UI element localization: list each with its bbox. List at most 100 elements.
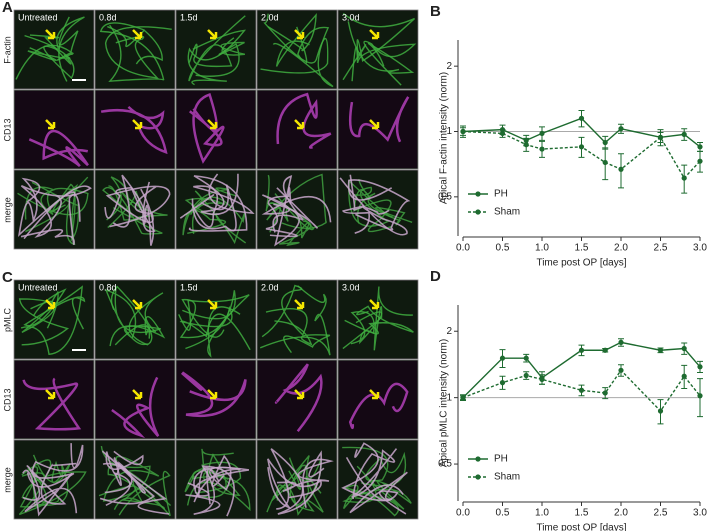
cell-outline — [184, 190, 246, 245]
cell-outline — [342, 465, 412, 510]
row-label: CD13 — [2, 388, 12, 411]
cell-outline — [22, 377, 82, 431]
cell-outline — [342, 12, 416, 81]
x-tick-label: 0.0 — [456, 508, 470, 519]
point — [602, 139, 608, 146]
cell-outline — [260, 13, 329, 74]
cell-outline — [111, 376, 160, 439]
legend-marker — [475, 456, 481, 462]
point — [681, 345, 687, 352]
image-bg — [15, 11, 93, 88]
cell-outline — [194, 448, 242, 494]
cell-outline — [26, 443, 84, 488]
point — [681, 175, 687, 181]
point — [602, 159, 608, 166]
cell-outline — [100, 446, 160, 502]
y-tick-label: 2 — [446, 326, 452, 337]
legend-label: Sham — [494, 207, 520, 218]
row-label: CD13 — [2, 118, 12, 141]
point — [460, 395, 466, 401]
cell-outline — [351, 448, 398, 500]
point — [578, 347, 585, 353]
point — [618, 339, 624, 345]
arrow — [294, 389, 305, 400]
x-axis-title: Time post OP [days] — [536, 258, 626, 269]
arrow — [369, 389, 380, 400]
point — [618, 126, 624, 132]
arrow — [369, 29, 380, 40]
image-bg — [339, 441, 417, 518]
cell-outline — [109, 315, 166, 347]
image-bg — [96, 361, 174, 438]
cell-outline — [261, 284, 308, 338]
cell-outline — [182, 187, 236, 236]
y-axis-title: Apical F-actin intensity (norm) — [439, 72, 450, 204]
point — [681, 131, 687, 137]
x-tick-label: 3.0 — [693, 243, 707, 254]
image-bg — [96, 171, 174, 248]
column-label: 2.0d — [261, 12, 279, 22]
image-bg — [258, 11, 336, 88]
point — [578, 115, 585, 121]
arrow — [45, 389, 56, 400]
cell-outline — [24, 16, 85, 82]
cell-outline — [345, 456, 408, 514]
cell-outline — [274, 320, 331, 354]
cell-outline — [99, 22, 165, 83]
cell-outline — [28, 129, 89, 168]
legend-marker — [475, 474, 481, 480]
x-tick-label: 3.0 — [693, 508, 707, 519]
panel-label: C — [2, 269, 13, 286]
point — [602, 347, 608, 353]
point — [460, 128, 466, 135]
x-tick-label: 0.5 — [496, 243, 510, 254]
x-tick-label: 1.5 — [575, 508, 589, 519]
cell-outline — [341, 442, 407, 515]
cell-outline — [270, 448, 325, 515]
point — [578, 387, 585, 393]
image-bg — [258, 361, 336, 438]
cell-outline — [274, 363, 323, 433]
point — [697, 393, 703, 399]
cell-outline — [272, 175, 304, 247]
arrow — [294, 119, 305, 130]
cell-outline — [195, 37, 246, 77]
cell-outline — [101, 450, 170, 515]
cell-outline — [178, 294, 250, 358]
arrow — [132, 299, 143, 310]
column-label: 2.0d — [261, 282, 279, 292]
point — [697, 158, 703, 164]
x-tick-label: 1.0 — [535, 243, 549, 254]
cell-outline — [32, 454, 71, 506]
line — [462, 341, 701, 399]
legend-label: Sham — [494, 472, 520, 483]
row-label: merge — [2, 197, 12, 223]
point — [523, 355, 529, 361]
y-tick-label: 1 — [446, 126, 452, 137]
legend-label: PH — [494, 189, 508, 200]
point — [578, 144, 585, 150]
cell-outline — [348, 96, 410, 143]
arrow — [294, 29, 305, 40]
x-tick-label: 1.5 — [575, 243, 589, 254]
arrow — [294, 299, 305, 310]
cell-outline — [184, 453, 241, 498]
image-bg — [15, 361, 93, 438]
cell-outline — [347, 179, 411, 231]
legend-label: PH — [494, 454, 508, 465]
image-bg — [177, 281, 255, 358]
arrow — [45, 29, 56, 40]
y-tick-label: 2 — [446, 61, 452, 72]
cell-outline — [22, 469, 78, 517]
y-tick-label: 0.5 — [438, 191, 452, 202]
column-label: Untreated — [18, 12, 58, 22]
cell-outline — [348, 382, 409, 430]
arrow — [369, 299, 380, 310]
point — [697, 364, 703, 370]
image-bg — [96, 91, 174, 168]
point — [657, 134, 664, 140]
cell-outline — [104, 287, 161, 346]
cell-outline — [276, 458, 334, 508]
point — [618, 166, 624, 172]
point — [681, 373, 687, 379]
